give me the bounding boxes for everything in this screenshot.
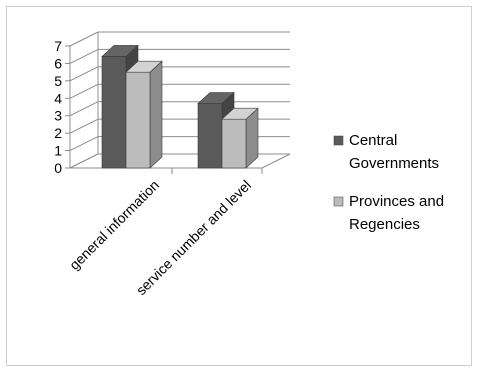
y-tick-label: 0	[54, 160, 62, 176]
legend-item: Provinces and Regencies	[333, 193, 444, 233]
y-axis	[65, 45, 263, 174]
legend-label: Central	[349, 132, 397, 149]
legend-item: Central Governments	[333, 132, 439, 172]
y-tick-label: 5	[54, 73, 62, 89]
legend-swatch	[333, 196, 344, 207]
legend-label: Governments	[349, 155, 439, 172]
y-tick-label: 3	[54, 108, 62, 124]
chart-frame	[6, 6, 472, 366]
legend: Central Governments Provinces and Regencies	[333, 132, 444, 233]
legend-label: Provinces and	[349, 193, 444, 210]
gridline	[69, 31, 290, 47]
y-tick-labels: 01 23 45 67	[54, 38, 62, 176]
category-label: general information	[66, 177, 162, 273]
y-tick-label: 6	[54, 55, 62, 71]
bars	[101, 44, 259, 169]
bar	[125, 60, 163, 169]
y-tick-label: 7	[54, 38, 62, 54]
legend-label: Regencies	[349, 216, 420, 233]
y-tick-label: 2	[54, 125, 62, 141]
y-tick-label: 4	[54, 90, 62, 106]
legend-swatch	[333, 135, 344, 146]
y-tick-label: 1	[54, 143, 62, 159]
bar	[221, 107, 259, 169]
